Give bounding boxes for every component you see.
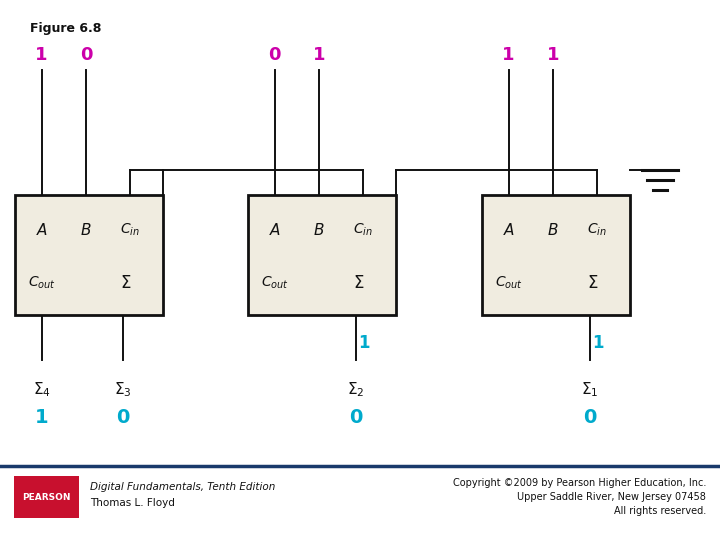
Text: 0: 0 <box>80 46 92 64</box>
Text: $A$: $A$ <box>503 222 515 238</box>
Text: $C_{out}$: $C_{out}$ <box>261 275 289 291</box>
Text: 1: 1 <box>35 408 48 427</box>
Text: Upper Saddle River, New Jersey 07458: Upper Saddle River, New Jersey 07458 <box>517 492 706 502</box>
Bar <box>248 195 396 315</box>
Text: $\Sigma$: $\Sigma$ <box>120 274 131 292</box>
Text: $C_{in}$: $C_{in}$ <box>120 222 140 238</box>
Text: 1: 1 <box>312 46 325 64</box>
Text: $C_{in}$: $C_{in}$ <box>588 222 608 238</box>
Text: Thomas L. Floyd: Thomas L. Floyd <box>90 498 175 508</box>
Text: $C_{out}$: $C_{out}$ <box>495 275 523 291</box>
Text: 1: 1 <box>35 46 48 64</box>
Text: 0: 0 <box>583 408 597 427</box>
Text: $B$: $B$ <box>547 222 559 238</box>
Text: $\Sigma$: $\Sigma$ <box>587 274 598 292</box>
Text: Copyright ©2009 by Pearson Higher Education, Inc.: Copyright ©2009 by Pearson Higher Educat… <box>453 478 706 488</box>
Text: $B$: $B$ <box>313 222 325 238</box>
Text: 0: 0 <box>117 408 130 427</box>
Text: $\Sigma$: $\Sigma$ <box>353 274 364 292</box>
Text: $\Sigma_1$: $\Sigma_1$ <box>581 380 599 399</box>
Text: $C_{out}$: $C_{out}$ <box>27 275 55 291</box>
Text: $C_{in}$: $C_{in}$ <box>354 222 374 238</box>
Text: $\Sigma_4$: $\Sigma_4$ <box>32 380 50 399</box>
Text: 1: 1 <box>546 46 559 64</box>
Text: $B$: $B$ <box>80 222 92 238</box>
Text: $\Sigma_2$: $\Sigma_2$ <box>347 380 365 399</box>
Text: 0: 0 <box>349 408 363 427</box>
Text: Digital Fundamentals, Tenth Edition: Digital Fundamentals, Tenth Edition <box>90 482 275 492</box>
Text: All rights reserved.: All rights reserved. <box>613 506 706 516</box>
Text: Figure 6.8: Figure 6.8 <box>30 22 102 35</box>
Text: $A$: $A$ <box>269 222 281 238</box>
Text: 1: 1 <box>503 46 515 64</box>
Text: PEARSON: PEARSON <box>22 492 71 502</box>
Text: $A$: $A$ <box>35 222 48 238</box>
Text: 1: 1 <box>592 334 603 352</box>
Bar <box>15 195 163 315</box>
Text: 1: 1 <box>358 334 369 352</box>
Text: 0: 0 <box>269 46 281 64</box>
Bar <box>482 195 630 315</box>
Bar <box>14 476 79 518</box>
Text: $\Sigma_3$: $\Sigma_3$ <box>114 380 132 399</box>
